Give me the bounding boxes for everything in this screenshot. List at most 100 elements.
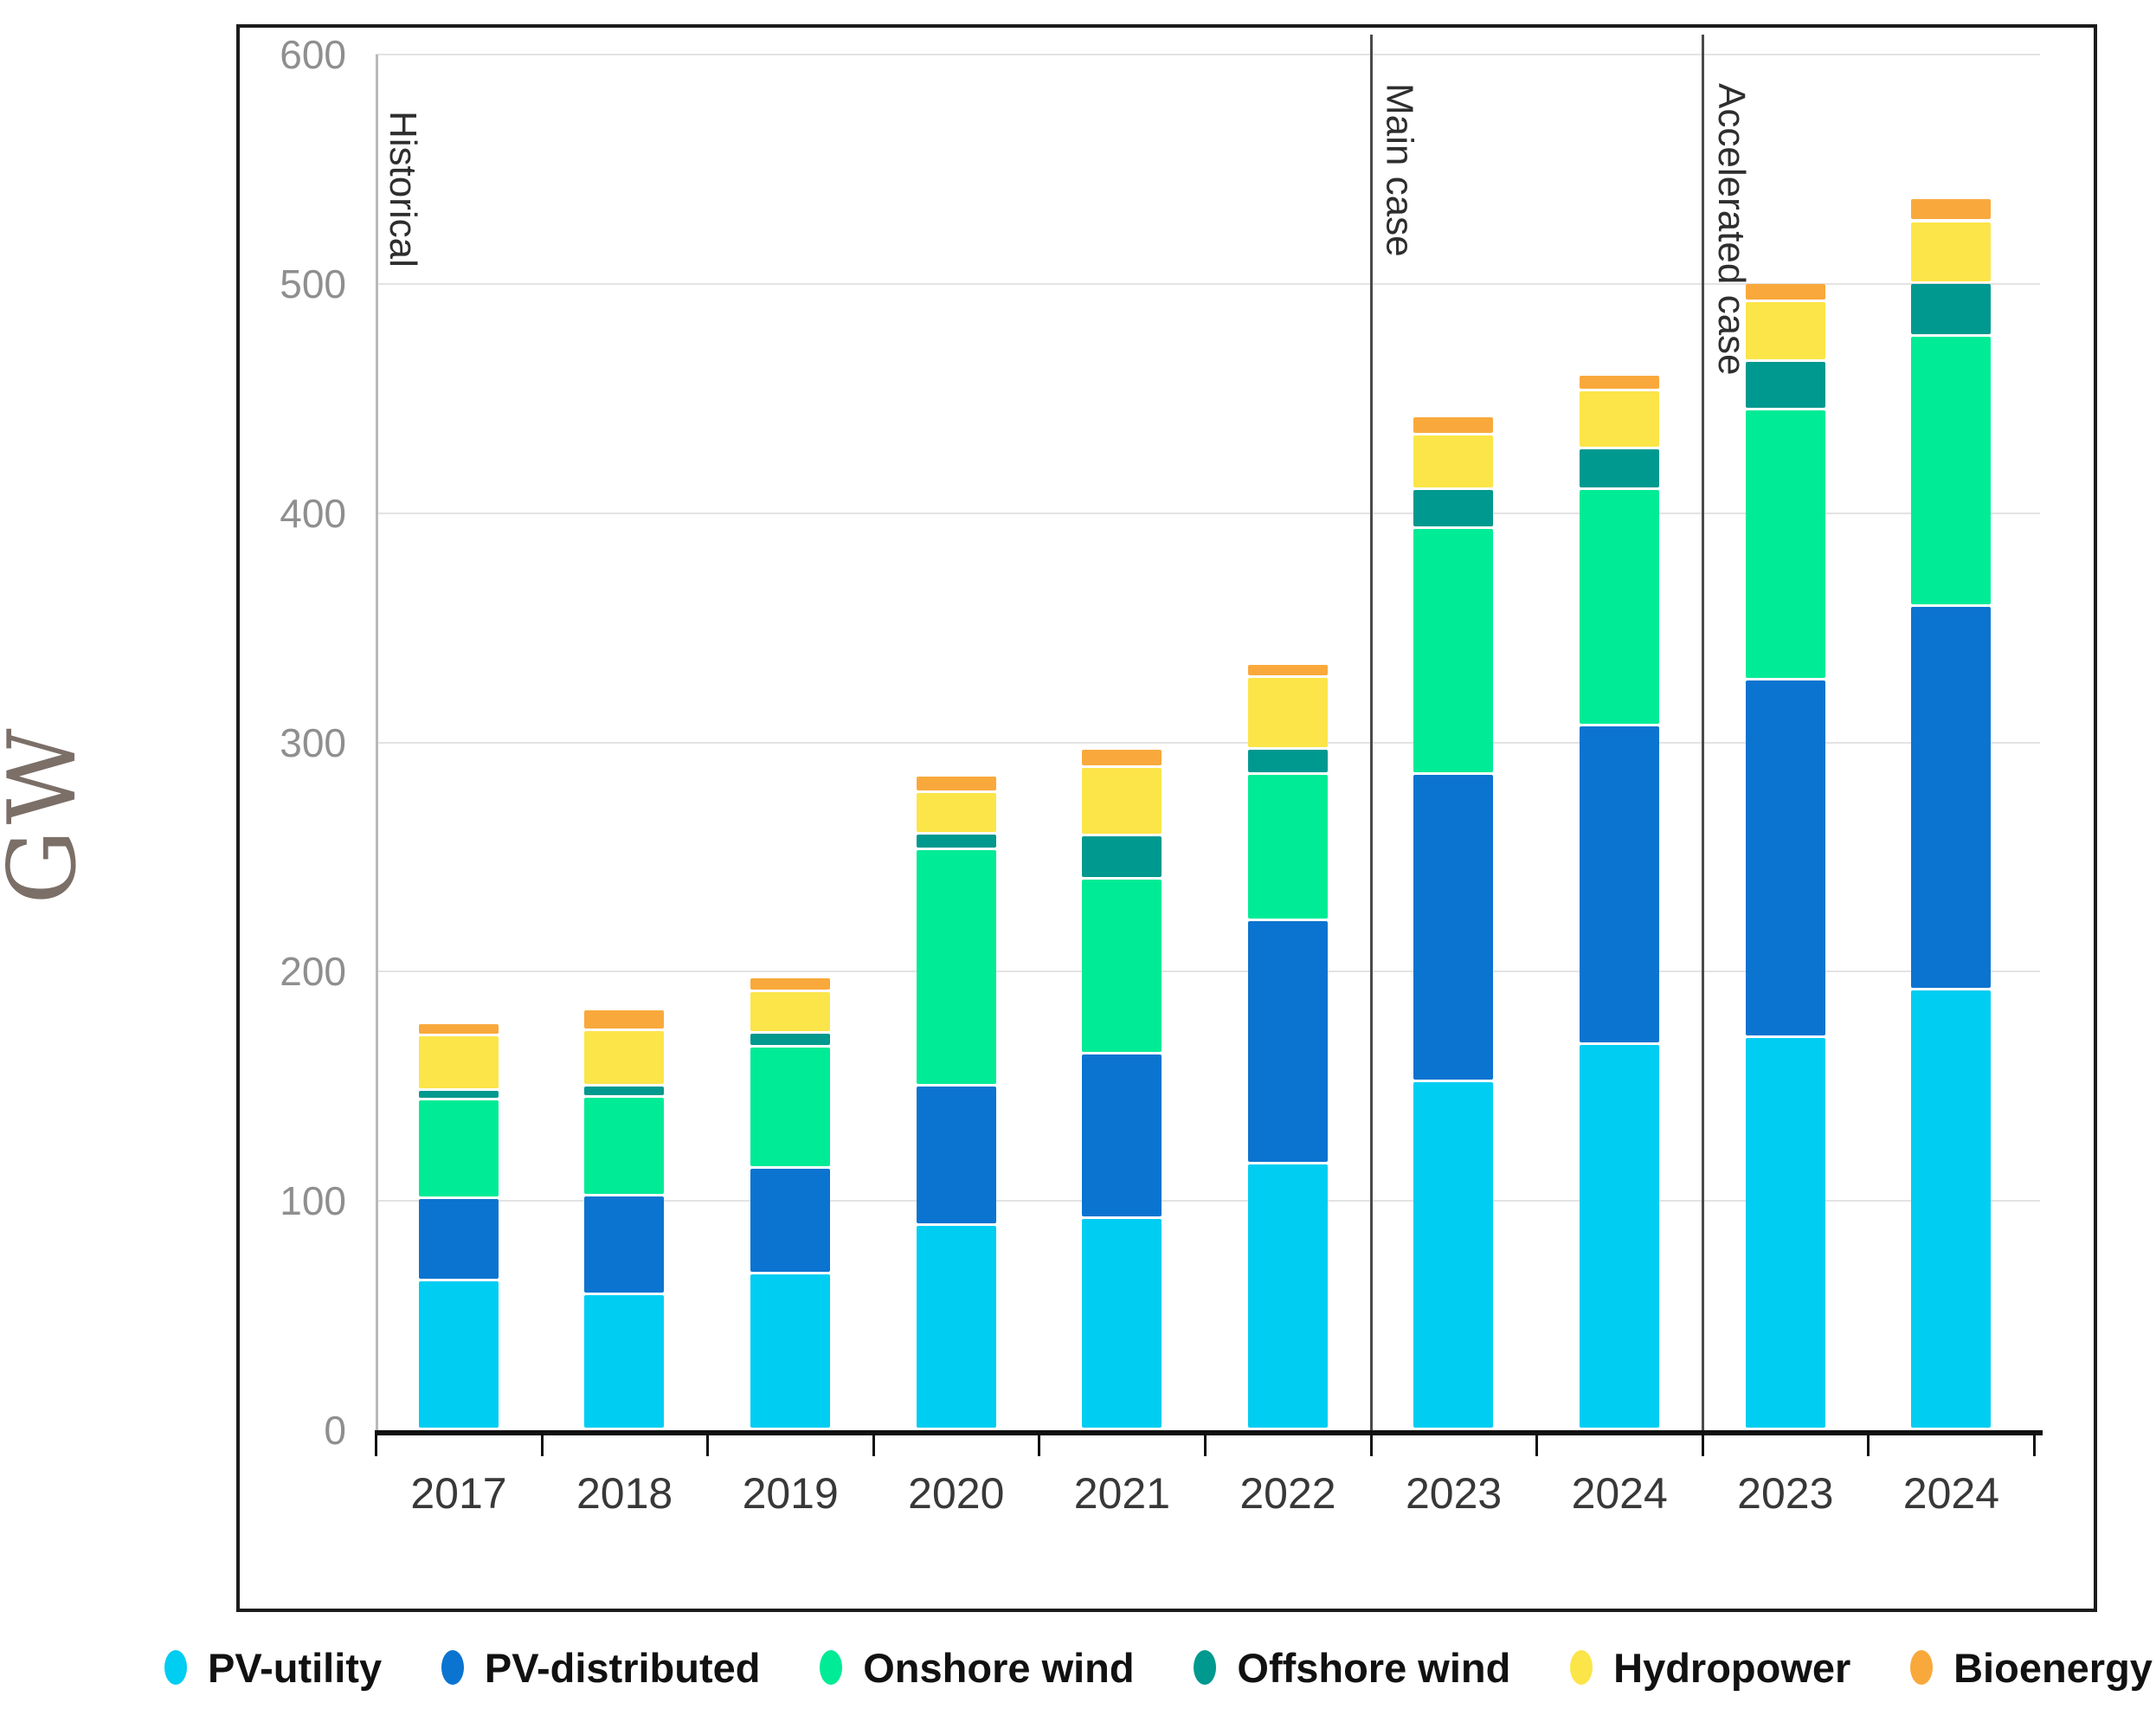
legend-label: PV-utility bbox=[208, 1644, 383, 1691]
legend-dot-icon bbox=[164, 1650, 187, 1685]
bar-segment-2017-pv-utility bbox=[418, 1280, 499, 1428]
bar-segment-2024-pv-utility bbox=[1911, 990, 1992, 1428]
bar-segment-2020-pv-utility bbox=[916, 1226, 996, 1428]
x-tick-label-9: 2024 bbox=[1902, 1469, 1999, 1518]
bar-segment-2022-bioenergy bbox=[1247, 664, 1328, 676]
x-tick-label-8: 2023 bbox=[1737, 1469, 1834, 1518]
y-tick-label-300: 300 bbox=[280, 719, 346, 765]
x-axis-tick bbox=[1038, 1430, 1041, 1456]
bar-segment-2017-offshore-wind bbox=[418, 1091, 499, 1098]
bar-segment-2023-pv-utility bbox=[1745, 1038, 1825, 1428]
bar-segment-2023-offshore-wind bbox=[1745, 362, 1825, 408]
x-tick-label-2: 2019 bbox=[742, 1469, 839, 1518]
case-label-accelerated-case: Accelerated case bbox=[1709, 83, 1753, 376]
gridline-100 bbox=[376, 1200, 2040, 1203]
y-tick-label-100: 100 bbox=[280, 1178, 346, 1224]
bar-segment-2018-bioenergy bbox=[584, 1010, 665, 1029]
case-separator bbox=[1701, 35, 1704, 1430]
bar-segment-2019-pv-distributed bbox=[750, 1169, 830, 1272]
x-axis-tick bbox=[1867, 1430, 1870, 1456]
x-tick-label-7: 2024 bbox=[1571, 1469, 1668, 1518]
bar-segment-2020-offshore-wind bbox=[916, 834, 996, 848]
bar-segment-2022-pv-utility bbox=[1247, 1164, 1328, 1428]
bar-segment-2019-offshore-wind bbox=[750, 1033, 830, 1045]
bar-segment-2024-hydropower bbox=[1580, 391, 1659, 447]
x-axis-line bbox=[376, 1430, 2043, 1435]
bar-segment-2017-bioenergy bbox=[418, 1024, 499, 1034]
bar-segment-2018-offshore-wind bbox=[584, 1086, 665, 1096]
y-tick-label-400: 400 bbox=[280, 490, 346, 536]
gridline-300 bbox=[376, 741, 2040, 744]
bar-segment-2024-hydropower bbox=[1911, 222, 1992, 281]
bar-segment-2020-hydropower bbox=[916, 792, 996, 832]
legend-item-onshore-wind: Onshore wind bbox=[820, 1644, 1135, 1692]
bar-segment-2024-bioenergy bbox=[1911, 199, 1992, 220]
x-tick-label-4: 2021 bbox=[1073, 1469, 1170, 1518]
bar-segment-2019-pv-utility bbox=[750, 1274, 830, 1428]
bar-segment-2024-pv-distributed bbox=[1580, 726, 1659, 1043]
bar-segment-2020-onshore-wind bbox=[916, 850, 996, 1084]
x-axis-tick bbox=[872, 1430, 875, 1456]
bar-segment-2017-pv-distributed bbox=[418, 1198, 499, 1279]
bar-segment-2021-onshore-wind bbox=[1082, 880, 1162, 1052]
bar-segment-2023-bioenergy bbox=[1413, 416, 1494, 433]
legend-label: PV-distributed bbox=[484, 1644, 761, 1691]
chart-legend: PV-utility PV-distributed Onshore wind Offs… bbox=[130, 1633, 2156, 1702]
legend-dot-icon bbox=[1194, 1650, 1217, 1685]
x-tick-label-3: 2020 bbox=[908, 1469, 1005, 1518]
y-axis-title: GW bbox=[0, 723, 97, 905]
legend-label: Hydropower bbox=[1613, 1644, 1851, 1691]
bar-segment-2023-pv-distributed bbox=[1745, 680, 1825, 1036]
bar-segment-2023-hydropower bbox=[1745, 302, 1825, 360]
bar-segment-2024-onshore-wind bbox=[1911, 336, 1992, 605]
bar-segment-2022-onshore-wind bbox=[1247, 774, 1328, 919]
bar-segment-2024-offshore-wind bbox=[1580, 448, 1659, 488]
bar-segment-2022-offshore-wind bbox=[1247, 749, 1328, 772]
legend-item-pv-distributed: PV-distributed bbox=[441, 1644, 761, 1692]
bar-segment-2018-onshore-wind bbox=[584, 1098, 665, 1194]
bar-segment-2021-pv-distributed bbox=[1082, 1054, 1162, 1217]
y-axis-line bbox=[376, 55, 378, 1430]
bar-segment-2021-bioenergy bbox=[1082, 749, 1162, 765]
legend-dot-icon bbox=[1570, 1650, 1593, 1685]
x-tick-label-1: 2018 bbox=[576, 1469, 673, 1518]
bar-segment-2023-pv-utility bbox=[1413, 1081, 1494, 1428]
bar-segment-2019-onshore-wind bbox=[750, 1047, 830, 1167]
gridline-400 bbox=[376, 512, 2040, 514]
legend-label: Onshore wind bbox=[863, 1644, 1135, 1691]
bar-segment-2019-bioenergy bbox=[750, 978, 830, 990]
bar-segment-2017-onshore-wind bbox=[418, 1100, 499, 1196]
bar-segment-2020-bioenergy bbox=[916, 777, 996, 790]
bar-segment-2024-onshore-wind bbox=[1580, 490, 1659, 725]
bar-segment-2022-hydropower bbox=[1247, 678, 1328, 747]
legend-item-bioenergy: Bioenergy bbox=[1910, 1644, 2153, 1692]
bar-segment-2018-hydropower bbox=[584, 1031, 665, 1084]
gridline-500 bbox=[376, 283, 2040, 285]
bar-segment-2023-onshore-wind bbox=[1413, 529, 1494, 772]
x-tick-label-0: 2017 bbox=[410, 1469, 507, 1518]
bar-segment-2023-onshore-wind bbox=[1745, 410, 1825, 679]
legend-dot-icon bbox=[820, 1650, 843, 1685]
bar-segment-2023-bioenergy bbox=[1745, 284, 1825, 300]
bar-segment-2020-pv-distributed bbox=[916, 1086, 996, 1224]
bar-segment-2017-hydropower bbox=[418, 1035, 499, 1089]
bar-segment-2024-pv-distributed bbox=[1911, 607, 1992, 988]
y-tick-label-600: 600 bbox=[280, 32, 346, 78]
x-axis-tick bbox=[706, 1430, 710, 1456]
bar-segment-2023-hydropower bbox=[1413, 435, 1494, 488]
gridline-600 bbox=[376, 54, 2040, 56]
y-tick-label-0: 0 bbox=[324, 1408, 346, 1453]
legend-dot-icon bbox=[441, 1650, 464, 1685]
legend-item-offshore-wind: Offshore wind bbox=[1194, 1644, 1510, 1692]
bar-segment-2021-offshore-wind bbox=[1082, 836, 1162, 878]
x-axis-tick bbox=[375, 1430, 377, 1456]
x-axis-tick bbox=[1204, 1430, 1207, 1456]
bar-segment-2018-pv-utility bbox=[584, 1294, 665, 1428]
case-label-historical: Historical bbox=[382, 111, 424, 268]
bar-segment-2024-bioenergy bbox=[1580, 375, 1659, 390]
x-axis-tick bbox=[1535, 1430, 1539, 1456]
x-tick-label-6: 2023 bbox=[1405, 1469, 1503, 1518]
gridline-200 bbox=[376, 971, 2040, 973]
bar-segment-2021-pv-utility bbox=[1082, 1219, 1162, 1428]
legend-label: Offshore wind bbox=[1237, 1644, 1511, 1691]
